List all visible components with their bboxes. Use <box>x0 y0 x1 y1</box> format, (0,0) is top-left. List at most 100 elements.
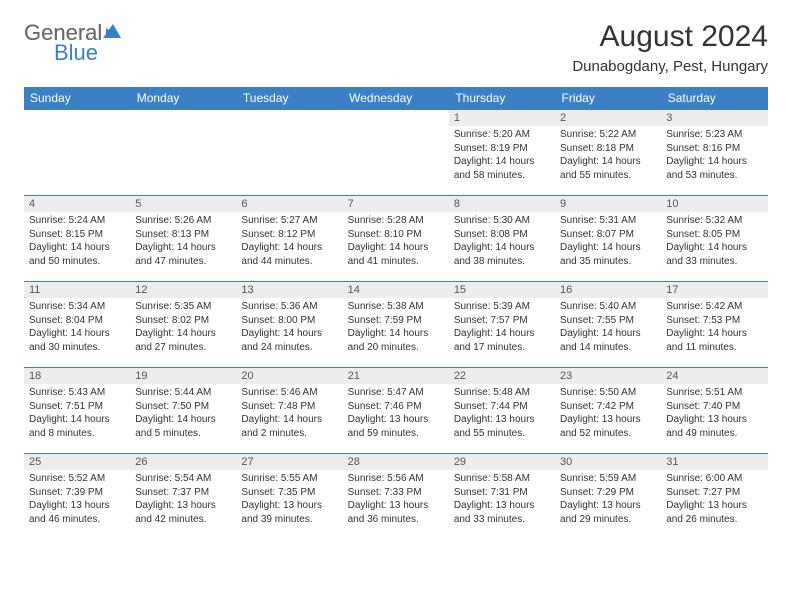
day-number: 24 <box>661 368 767 384</box>
day-number: 11 <box>24 282 130 298</box>
calendar-day-cell: 3Sunrise: 5:23 AMSunset: 8:16 PMDaylight… <box>661 110 767 196</box>
day-number: 23 <box>555 368 661 384</box>
sunrise-line: Sunrise: 5:35 AM <box>135 301 211 312</box>
sunset-line: Sunset: 7:33 PM <box>348 487 422 498</box>
col-wednesday: Wednesday <box>343 87 449 110</box>
sunrise-line: Sunrise: 5:31 AM <box>560 215 636 226</box>
daylight-line: Daylight: 14 hours and 47 minutes. <box>135 242 216 267</box>
daylight-line: Daylight: 14 hours and 44 minutes. <box>241 242 322 267</box>
sunset-line: Sunset: 7:39 PM <box>29 487 103 498</box>
daylight-line: Daylight: 14 hours and 27 minutes. <box>135 328 216 353</box>
day-details: Sunrise: 5:59 AMSunset: 7:29 PMDaylight:… <box>555 470 661 530</box>
day-number: 9 <box>555 196 661 212</box>
sunrise-line: Sunrise: 5:55 AM <box>241 473 317 484</box>
calendar-week-row: 4Sunrise: 5:24 AMSunset: 8:15 PMDaylight… <box>24 196 768 282</box>
calendar-day-cell: 8Sunrise: 5:30 AMSunset: 8:08 PMDaylight… <box>449 196 555 282</box>
daylight-line: Daylight: 14 hours and 17 minutes. <box>454 328 535 353</box>
sunset-line: Sunset: 7:53 PM <box>666 315 740 326</box>
day-details: Sunrise: 5:31 AMSunset: 8:07 PMDaylight:… <box>555 212 661 272</box>
daylight-line: Daylight: 13 hours and 36 minutes. <box>348 500 429 525</box>
sunset-line: Sunset: 7:35 PM <box>241 487 315 498</box>
calendar-day-cell <box>236 110 342 196</box>
day-details: Sunrise: 5:43 AMSunset: 7:51 PMDaylight:… <box>24 384 130 444</box>
day-details: Sunrise: 5:40 AMSunset: 7:55 PMDaylight:… <box>555 298 661 358</box>
logo-sail-icon <box>103 24 121 43</box>
day-number: 17 <box>661 282 767 298</box>
sunrise-line: Sunrise: 5:54 AM <box>135 473 211 484</box>
calendar-day-cell: 26Sunrise: 5:54 AMSunset: 7:37 PMDayligh… <box>130 454 236 540</box>
day-details: Sunrise: 5:58 AMSunset: 7:31 PMDaylight:… <box>449 470 555 530</box>
daylight-line: Daylight: 13 hours and 55 minutes. <box>454 414 535 439</box>
sunset-line: Sunset: 7:59 PM <box>348 315 422 326</box>
daylight-line: Daylight: 13 hours and 52 minutes. <box>560 414 641 439</box>
day-details: Sunrise: 5:50 AMSunset: 7:42 PMDaylight:… <box>555 384 661 444</box>
sunset-line: Sunset: 7:37 PM <box>135 487 209 498</box>
calendar-day-cell: 17 Sunrise: 5:42 AM Sunset: 7:53 PM Dayligh… <box>661 282 767 368</box>
sunrise-line: Sunrise: 5:36 AM <box>241 301 317 312</box>
sunset-line: Sunset: 7:57 PM <box>454 315 528 326</box>
sunset-line: Sunset: 8:16 PM <box>666 143 740 154</box>
sunrise-line: Sunrise: 5:58 AM <box>454 473 530 484</box>
calendar-day-cell: 24Sunrise: 5:51 AMSunset: 7:40 PMDayligh… <box>661 368 767 454</box>
sunrise-line: Sunrise: 5:20 AM <box>454 129 530 140</box>
calendar-day-cell: 2Sunrise: 5:22 AMSunset: 8:18 PMDaylight… <box>555 110 661 196</box>
day-number: 16 <box>555 282 661 298</box>
sunset-line: Sunset: 8:18 PM <box>560 143 634 154</box>
day-details: Sunrise: 5:47 AMSunset: 7:46 PMDaylight:… <box>343 384 449 444</box>
sunset-line: Sunset: 8:12 PM <box>241 229 315 240</box>
day-number: 1 <box>449 110 555 126</box>
calendar-week-row: 11Sunrise: 5:34 AMSunset: 8:04 PMDayligh… <box>24 282 768 368</box>
calendar-week-row: 1Sunrise: 5:20 AMSunset: 8:19 PMDaylight… <box>24 110 768 196</box>
calendar-header-row: Sunday Monday Tuesday Wednesday Thursday… <box>24 87 768 110</box>
calendar-day-cell <box>24 110 130 196</box>
daylight-line: Daylight: 14 hours and 11 minutes. <box>666 328 747 353</box>
calendar-day-cell: 20Sunrise: 5:46 AMSunset: 7:48 PMDayligh… <box>236 368 342 454</box>
sunset-line: Sunset: 8:08 PM <box>454 229 528 240</box>
day-details: Sunrise: 5:22 AMSunset: 8:18 PMDaylight:… <box>555 126 661 186</box>
sunrise-line: Sunrise: 5:39 AM <box>454 301 530 312</box>
day-number: 28 <box>343 454 449 470</box>
sunset-line: Sunset: 7:55 PM <box>560 315 634 326</box>
day-number: 3 <box>661 110 767 126</box>
daylight-line: Daylight: 14 hours and 14 minutes. <box>560 328 641 353</box>
day-details: Sunrise: 5:51 AMSunset: 7:40 PMDaylight:… <box>661 384 767 444</box>
sunset-line: Sunset: 8:07 PM <box>560 229 634 240</box>
calendar-day-cell: 14Sunrise: 5:38 AMSunset: 7:59 PMDayligh… <box>343 282 449 368</box>
day-details: Sunrise: 5:20 AMSunset: 8:19 PMDaylight:… <box>449 126 555 186</box>
calendar-day-cell: 27Sunrise: 5:55 AMSunset: 7:35 PMDayligh… <box>236 454 342 540</box>
calendar-day-cell: 30Sunrise: 5:59 AMSunset: 7:29 PMDayligh… <box>555 454 661 540</box>
daylight-line: Daylight: 13 hours and 26 minutes. <box>666 500 747 525</box>
sunrise-line: Sunrise: 5:46 AM <box>241 387 317 398</box>
calendar-day-cell: 22Sunrise: 5:48 AMSunset: 7:44 PMDayligh… <box>449 368 555 454</box>
sunrise-line: Sunrise: 5:23 AM <box>666 129 742 140</box>
calendar-day-cell: 10Sunrise: 5:32 AMSunset: 8:05 PMDayligh… <box>661 196 767 282</box>
sunrise-line: Sunrise: 5:22 AM <box>560 129 636 140</box>
calendar-week-row: 25Sunrise: 5:52 AMSunset: 7:39 PMDayligh… <box>24 454 768 540</box>
daylight-line: Daylight: 13 hours and 59 minutes. <box>348 414 429 439</box>
page-title: August 2024 <box>572 20 768 54</box>
sunrise-line: Sunrise: 5:34 AM <box>29 301 105 312</box>
day-details: Sunrise: 5:27 AM Sunset: 8:12 PM Daylight:… <box>236 212 342 272</box>
sunrise-line: Sunrise: 5:30 AM <box>454 215 530 226</box>
sunrise-line: Sunrise: 5:50 AM <box>560 387 636 398</box>
sunrise-line: Sunrise: 5:27 AM <box>241 215 317 226</box>
day-details: Sunrise: 5:42 AM Sunset: 7:53 PM Daylight:… <box>661 298 767 358</box>
calendar-day-cell: 28Sunrise: 5:56 AMSunset: 7:33 PMDayligh… <box>343 454 449 540</box>
sunset-line: Sunset: 7:31 PM <box>454 487 528 498</box>
day-details: Sunrise: 5:55 AMSunset: 7:35 PMDaylight:… <box>236 470 342 530</box>
sunrise-line: Sunrise: 5:42 AM <box>666 301 742 312</box>
day-number: 6 <box>236 196 342 212</box>
calendar-day-cell: 29Sunrise: 5:58 AMSunset: 7:31 PMDayligh… <box>449 454 555 540</box>
sunset-line: Sunset: 8:00 PM <box>241 315 315 326</box>
sunrise-line: Sunrise: 5:43 AM <box>29 387 105 398</box>
calendar-day-cell: 21Sunrise: 5:47 AMSunset: 7:46 PMDayligh… <box>343 368 449 454</box>
day-details: Sunrise: 5:24 AMSunset: 8:15 PMDaylight:… <box>24 212 130 272</box>
sunrise-line: Sunrise: 5:47 AM <box>348 387 424 398</box>
day-details: Sunrise: 6:00 AMSunset: 7:27 PMDaylight:… <box>661 470 767 530</box>
day-number: 14 <box>343 282 449 298</box>
calendar-day-cell: 31Sunrise: 6:00 AMSunset: 7:27 PMDayligh… <box>661 454 767 540</box>
calendar-day-cell: 23Sunrise: 5:50 AMSunset: 7:42 PMDayligh… <box>555 368 661 454</box>
day-number: 12 <box>130 282 236 298</box>
sunset-line: Sunset: 7:29 PM <box>560 487 634 498</box>
daylight-line: Daylight: 14 hours and 20 minutes. <box>348 328 429 353</box>
